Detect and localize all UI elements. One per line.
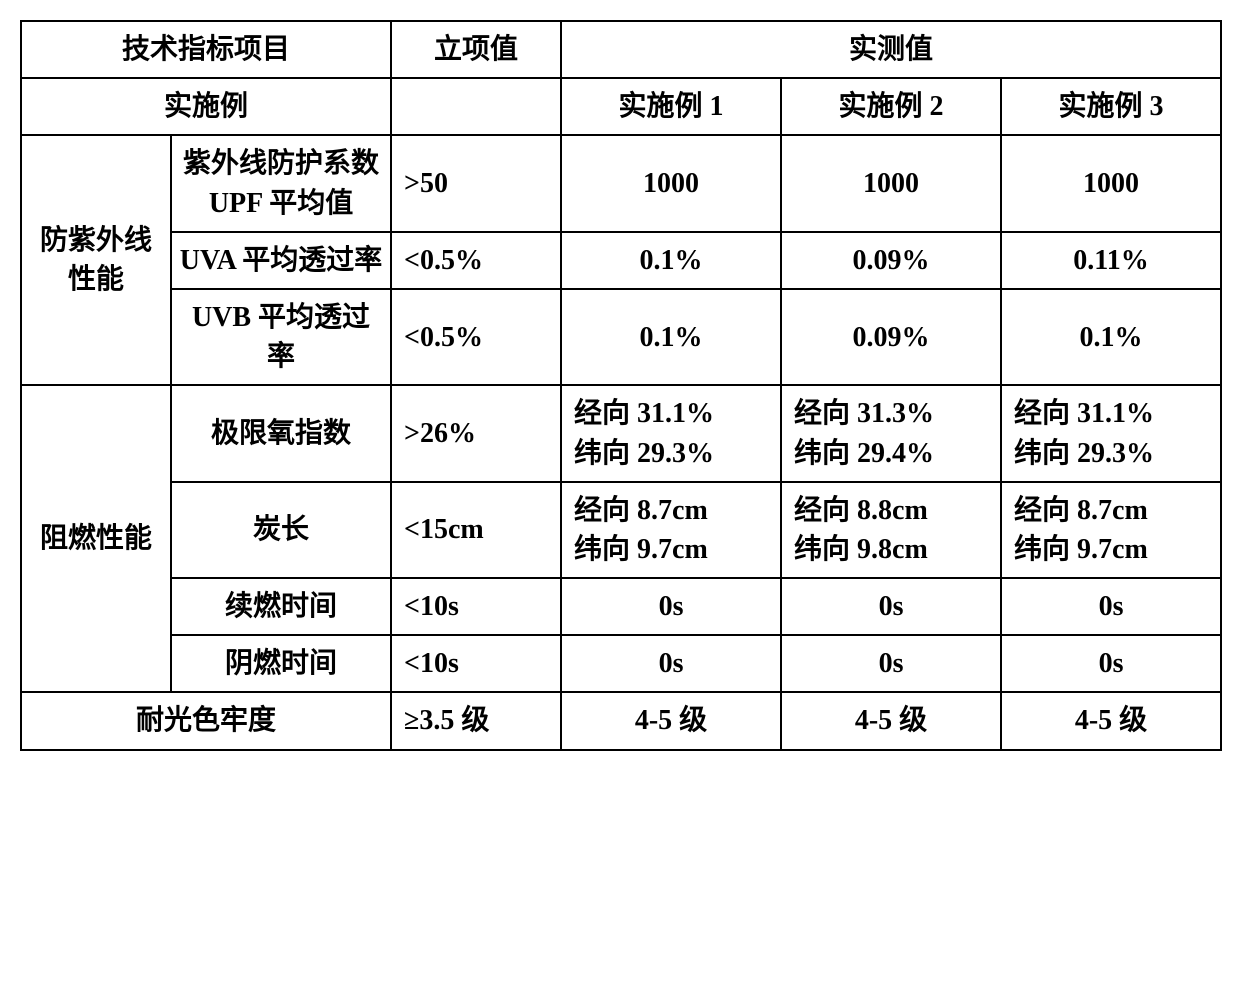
- uv-upf-v1: 1000: [561, 135, 781, 231]
- table-row: UVA 平均透过率 <0.5% 0.1% 0.09% 0.11%: [21, 232, 1221, 289]
- uv-uva-v1: 0.1%: [561, 232, 781, 289]
- flame-char-label: 炭长: [171, 482, 391, 578]
- flame-afterglow-target: <10s: [391, 635, 561, 692]
- header-measured-value: 实测值: [561, 21, 1221, 78]
- flame-loi-v1: 经向 31.1% 纬向 29.3%: [561, 385, 781, 481]
- flame-afterflame-v3: 0s: [1001, 578, 1221, 635]
- table-row: 阻燃性能 极限氧指数 >26% 经向 31.1% 纬向 29.3% 经向 31.…: [21, 385, 1221, 481]
- uv-uvb-target: <0.5%: [391, 289, 561, 385]
- table-header-row-2: 实施例 实施例 1 实施例 2 实施例 3: [21, 78, 1221, 135]
- flame-char-v2: 经向 8.8cm 纬向 9.8cm: [781, 482, 1001, 578]
- flame-afterglow-v1: 0s: [561, 635, 781, 692]
- uv-uva-label: UVA 平均透过率: [171, 232, 391, 289]
- uv-uvb-v1: 0.1%: [561, 289, 781, 385]
- light-v1: 4-5 级: [561, 692, 781, 749]
- uv-upf-v3: 1000: [1001, 135, 1221, 231]
- header-ex1: 实施例 1: [561, 78, 781, 135]
- light-target: ≥3.5 级: [391, 692, 561, 749]
- flame-afterflame-v1: 0s: [561, 578, 781, 635]
- table-row: 防紫外线性能 紫外线防护系数UPF 平均值 >50 1000 1000 1000: [21, 135, 1221, 231]
- uv-uvb-v2: 0.09%: [781, 289, 1001, 385]
- header-target-value: 立项值: [391, 21, 561, 78]
- uv-upf-label: 紫外线防护系数UPF 平均值: [171, 135, 391, 231]
- uv-uva-v2: 0.09%: [781, 232, 1001, 289]
- header-ex3: 实施例 3: [1001, 78, 1221, 135]
- spec-table: 技术指标项目 立项值 实测值 实施例 实施例 1 实施例 2 实施例 3 防紫外…: [20, 20, 1222, 751]
- header-example-label: 实施例: [21, 78, 391, 135]
- flame-afterglow-v2: 0s: [781, 635, 1001, 692]
- flame-loi-label: 极限氧指数: [171, 385, 391, 481]
- table-header-row-1: 技术指标项目 立项值 实测值: [21, 21, 1221, 78]
- flame-loi-target: >26%: [391, 385, 561, 481]
- flame-afterflame-v2: 0s: [781, 578, 1001, 635]
- table-row: UVB 平均透过率 <0.5% 0.1% 0.09% 0.1%: [21, 289, 1221, 385]
- flame-char-target: <15cm: [391, 482, 561, 578]
- flame-loi-v2: 经向 31.3% 纬向 29.4%: [781, 385, 1001, 481]
- group-uv-label: 防紫外线性能: [21, 135, 171, 385]
- table-row: 炭长 <15cm 经向 8.7cm 纬向 9.7cm 经向 8.8cm 纬向 9…: [21, 482, 1221, 578]
- flame-loi-v3: 经向 31.1% 纬向 29.3%: [1001, 385, 1221, 481]
- light-label: 耐光色牢度: [21, 692, 391, 749]
- uv-uva-target: <0.5%: [391, 232, 561, 289]
- header-blank: [391, 78, 561, 135]
- flame-afterglow-label: 阴燃时间: [171, 635, 391, 692]
- uv-upf-v2: 1000: [781, 135, 1001, 231]
- uv-uvb-label: UVB 平均透过率: [171, 289, 391, 385]
- flame-afterflame-target: <10s: [391, 578, 561, 635]
- flame-char-v1: 经向 8.7cm 纬向 9.7cm: [561, 482, 781, 578]
- flame-afterglow-v3: 0s: [1001, 635, 1221, 692]
- uv-upf-target: >50: [391, 135, 561, 231]
- header-ex2: 实施例 2: [781, 78, 1001, 135]
- light-v3: 4-5 级: [1001, 692, 1221, 749]
- light-v2: 4-5 级: [781, 692, 1001, 749]
- table-row: 耐光色牢度 ≥3.5 级 4-5 级 4-5 级 4-5 级: [21, 692, 1221, 749]
- table-row: 阴燃时间 <10s 0s 0s 0s: [21, 635, 1221, 692]
- flame-afterflame-label: 续燃时间: [171, 578, 391, 635]
- table-row: 续燃时间 <10s 0s 0s 0s: [21, 578, 1221, 635]
- flame-char-v3: 经向 8.7cm 纬向 9.7cm: [1001, 482, 1221, 578]
- group-flame-label: 阻燃性能: [21, 385, 171, 692]
- header-tech-item: 技术指标项目: [21, 21, 391, 78]
- uv-uva-v3: 0.11%: [1001, 232, 1221, 289]
- uv-uvb-v3: 0.1%: [1001, 289, 1221, 385]
